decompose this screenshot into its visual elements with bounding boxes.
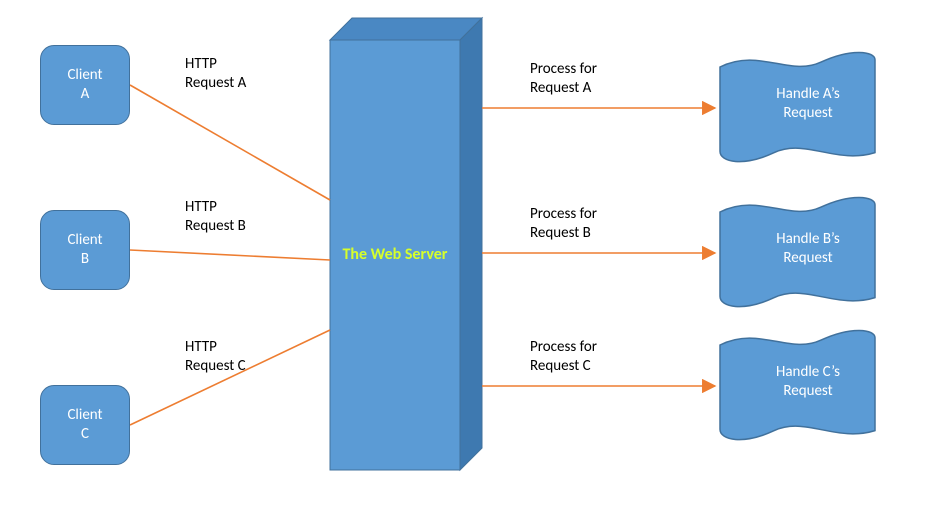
client-box-c: ClientC [40,385,130,465]
edge-label-request-b: HTTPRequest B [185,198,246,236]
edge-label-process-c: Process forRequest C [530,338,597,376]
edge-label-request-a: HTTPRequest A [185,55,246,93]
client-box-b: ClientB [40,210,130,290]
edge-label-process-b: Process forRequest B [530,205,597,243]
handler-label-a: Handle A’sRequest [748,85,868,123]
client-box-a: ClientA [40,45,130,125]
edge-label-request-c: HTTPRequest C [185,338,246,376]
handler-label-c: Handle C’sRequest [748,363,868,401]
client-label-b: ClientB [67,231,102,269]
client-label-a: ClientA [67,66,102,104]
edge-label-process-a: Process forRequest A [530,60,597,98]
handler-label-b: Handle B’sRequest [748,230,868,268]
server-label: The Web Server [325,245,465,264]
diagram-stage: ClientA ClientB ClientC HTTPRequest A HT… [0,0,930,519]
client-label-c: ClientC [67,406,102,444]
